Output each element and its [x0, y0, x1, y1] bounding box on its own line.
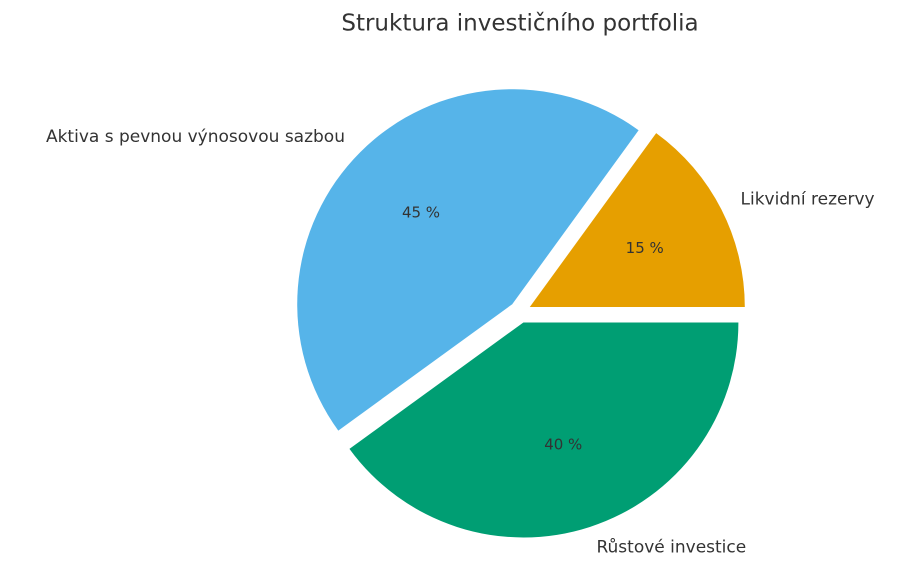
value-label: 40 % — [544, 436, 582, 454]
value-label: 15 % — [626, 239, 664, 257]
slice-label: Aktiva s pevnou výnosovou sazbou — [46, 127, 345, 147]
slice-label: Růstové investice — [596, 537, 746, 557]
pie-slice — [529, 133, 745, 308]
slice-label: Likvidní rezervy — [741, 190, 875, 210]
pie-slice — [297, 89, 639, 431]
chart-title: Struktura investičního portfolia — [341, 11, 698, 37]
value-label: 45 % — [402, 204, 440, 222]
pie-slice — [349, 322, 739, 538]
